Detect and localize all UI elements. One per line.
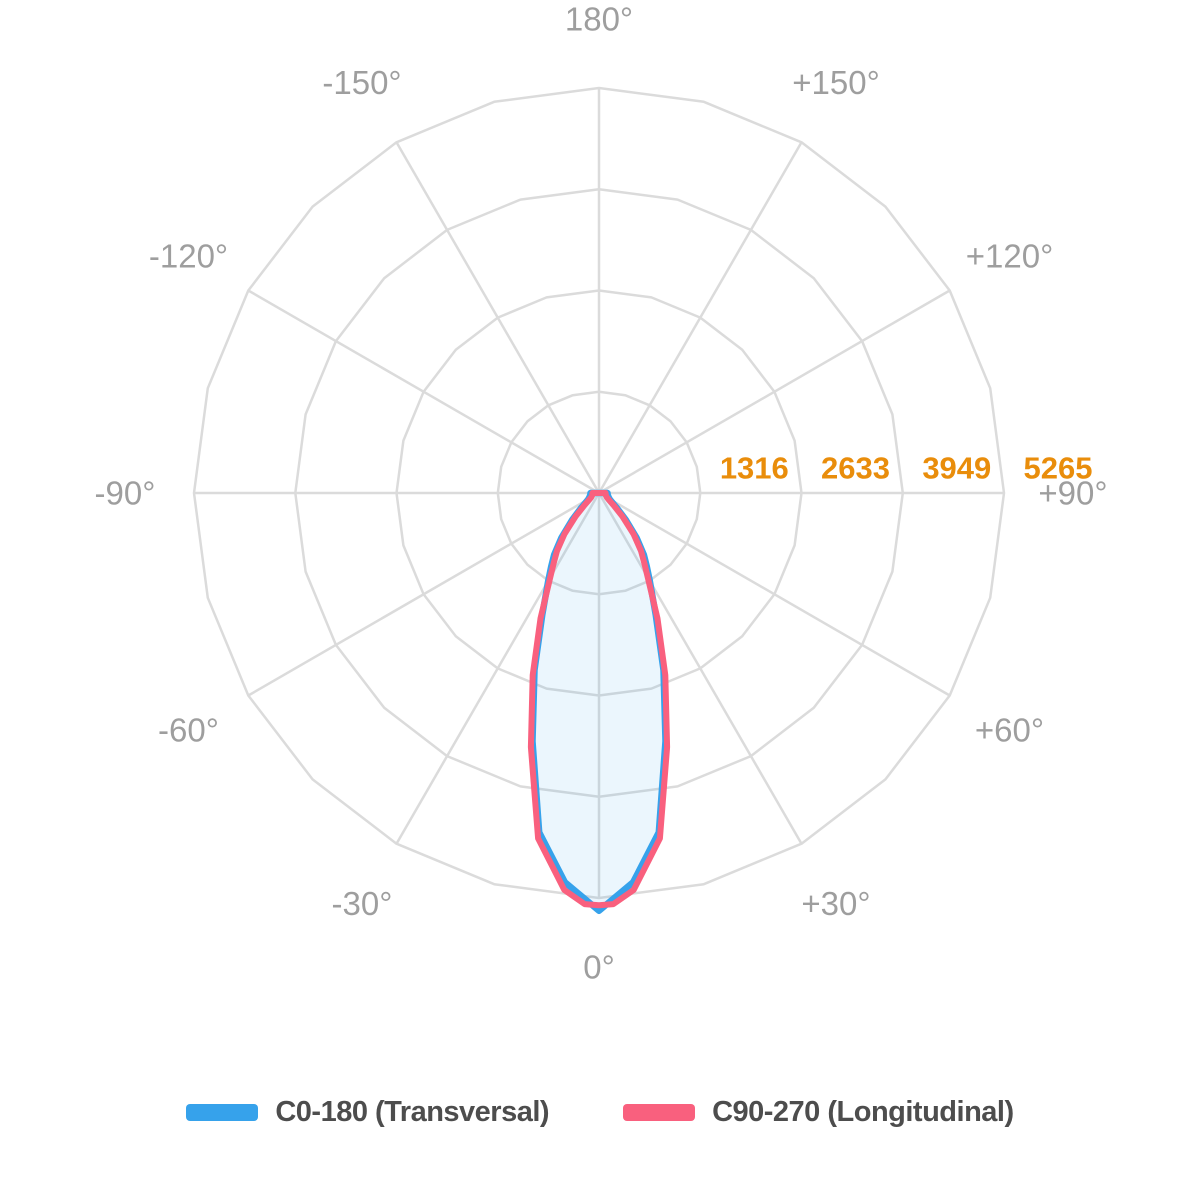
angle-label: +150° (792, 64, 880, 101)
polar-grid-spoke (597, 141, 803, 494)
angle-label: +30° (801, 885, 870, 922)
legend-label-c90-270: C90-270 (Longitudinal) (712, 1096, 1014, 1128)
polar-grid-spoke (395, 492, 601, 845)
angle-label: -120° (149, 238, 228, 275)
angle-label: 180° (565, 1, 633, 38)
ring-value-label: 1316 (720, 451, 789, 486)
legend-swatch-c0-180 (186, 1104, 259, 1121)
legend-swatch-c90-270 (623, 1104, 696, 1121)
angle-label: +120° (966, 238, 1054, 275)
chart-legend: C0-180 (Transversal) C90-270 (Longitudin… (0, 1096, 1200, 1129)
polar-grid-spoke (598, 289, 951, 495)
series-curve-c90-270 (527, 490, 671, 909)
legend-item-c90-270[interactable]: C90-270 (Longitudinal) (623, 1096, 1014, 1129)
legend-label-c0-180: C0-180 (Transversal) (275, 1096, 550, 1128)
series-curves (527, 489, 671, 914)
ring-value-label: 3949 (922, 451, 991, 486)
ring-value-label: 5265 (1024, 451, 1093, 486)
angle-label: -30° (332, 885, 393, 922)
angle-label: -60° (158, 712, 219, 749)
legend-item-c0-180[interactable]: C0-180 (Transversal) (186, 1096, 550, 1129)
angle-label: -90° (95, 475, 156, 512)
polar-grid-spoke (247, 491, 600, 697)
ring-value-label: 2633 (821, 451, 890, 486)
series-curve-c0-180 (529, 489, 669, 914)
angle-label: -150° (322, 64, 401, 101)
angle-label: +60° (975, 712, 1044, 749)
polar-grid-spoke (395, 141, 601, 494)
polar-grid-spoke (597, 492, 803, 845)
polar-grid-spoke (247, 289, 600, 495)
axis-labels: 0° +30° +60° +90° +120° +150° 180° -150° -120° -9… (95, 1, 1108, 986)
polar-grid (192, 86, 1006, 900)
angle-label: 0° (583, 949, 615, 986)
polar-grid-spoke (598, 491, 951, 697)
angle-label: +90° (1038, 475, 1107, 512)
